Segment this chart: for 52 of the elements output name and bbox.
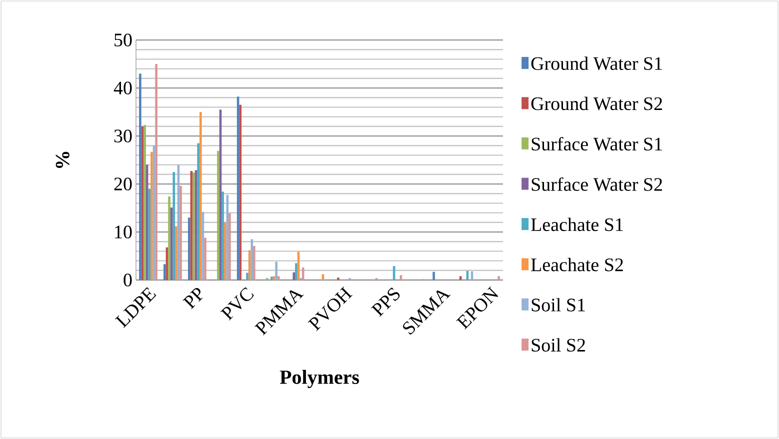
bar	[239, 104, 242, 280]
y-tick-label: 30	[114, 130, 132, 142]
bar	[498, 276, 500, 280]
legend-label: Ground Water S2	[531, 96, 662, 110]
y-tick-label: 50	[114, 34, 132, 46]
x-tick-label: PPS	[370, 288, 400, 317]
bar	[197, 143, 200, 280]
x-tick-label: PP	[182, 288, 203, 310]
y-tick-label: 0	[124, 274, 132, 286]
y-axis-title: %	[56, 152, 70, 168]
bar	[277, 276, 280, 280]
bar	[246, 272, 248, 280]
legend-label: Surface Water S1	[532, 136, 662, 151]
bar	[250, 239, 254, 280]
bar	[432, 272, 435, 280]
bar	[217, 150, 220, 280]
legend-label: Soil S1	[532, 298, 585, 312]
bar	[168, 196, 170, 280]
y-tick-label: 10	[115, 226, 132, 238]
bar	[175, 226, 178, 280]
bar	[295, 263, 298, 280]
bar	[164, 264, 166, 280]
bar	[148, 188, 151, 280]
bar	[144, 124, 146, 280]
bar	[180, 186, 182, 280]
legend-label: Surface Water S2	[532, 177, 662, 191]
bar	[155, 64, 158, 280]
bar	[272, 276, 276, 280]
bar	[270, 276, 273, 280]
bar	[400, 275, 402, 280]
bar	[275, 262, 278, 280]
y-tick-label: 40	[114, 82, 132, 94]
bar	[204, 238, 206, 280]
bar	[150, 152, 153, 280]
bar	[292, 272, 296, 280]
bar	[222, 192, 224, 280]
bar	[322, 274, 324, 280]
bar	[139, 74, 142, 280]
legend-label: Leachate S2	[531, 258, 623, 272]
legend-label: Soil S2	[532, 338, 585, 352]
x-axis-title: Polymers	[280, 370, 360, 388]
legend-label: Ground Water S1	[531, 56, 662, 70]
y-tick-label: 20	[114, 178, 132, 190]
bar	[172, 172, 176, 280]
bar	[199, 112, 202, 280]
bar	[188, 218, 190, 280]
legend-label: Leachate S1	[531, 218, 623, 232]
bar	[192, 172, 195, 280]
bar	[459, 276, 462, 280]
bar	[228, 213, 231, 280]
bar	[253, 246, 256, 280]
bar	[226, 195, 229, 280]
